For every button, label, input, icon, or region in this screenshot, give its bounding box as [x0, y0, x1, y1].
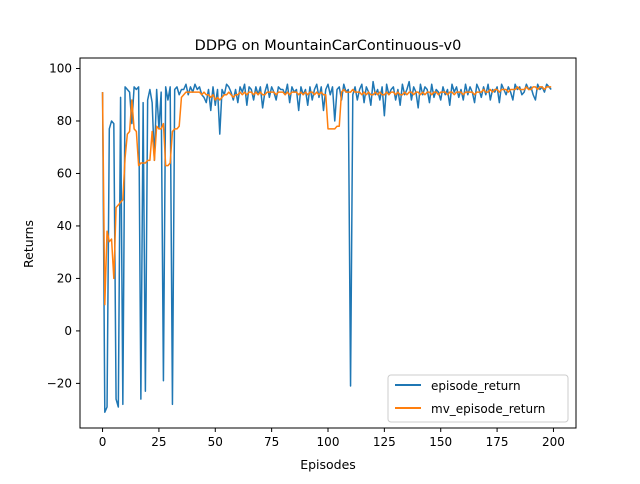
- chart-title: DDPG on MountainCarContinuous-v0: [195, 38, 462, 54]
- x-tick-label: 150: [429, 435, 452, 449]
- y-tick-label: 0: [64, 324, 72, 338]
- x-tick-label: 0: [99, 435, 107, 449]
- series-line-episode-return: [101, 80, 552, 414]
- y-tick-label: 100: [49, 61, 72, 75]
- legend-label-mv-episode-return: mv_episode_return: [431, 402, 545, 416]
- y-tick-label: −20: [47, 376, 72, 390]
- x-axis-label: Episodes: [300, 457, 356, 472]
- axis-ticks: 0 25 50 75 100 125 150 175 200 −20 0 20 40 60 80 100: [47, 61, 565, 449]
- y-axis-label: Returns: [21, 220, 36, 268]
- y-tick-label: 20: [57, 271, 72, 285]
- x-tick-label: 175: [486, 435, 509, 449]
- plot-frame: [79, 57, 577, 429]
- legend-box: [387, 374, 569, 423]
- y-tick-label: 60: [57, 166, 72, 180]
- x-tick-label: 200: [542, 435, 565, 449]
- x-tick-label: 75: [264, 435, 279, 449]
- x-tick-label: 50: [208, 435, 223, 449]
- y-tick-label: 40: [57, 219, 72, 233]
- x-tick-label: 100: [317, 435, 340, 449]
- series-group: [101, 80, 552, 414]
- x-tick-label: 25: [151, 435, 166, 449]
- legend: episode_return mv_episode_return: [387, 374, 569, 423]
- series-line-mv-episode-return: [101, 86, 552, 306]
- y-tick-label: 80: [57, 114, 72, 128]
- x-tick-label: 125: [373, 435, 396, 449]
- legend-label-episode-return: episode_return: [431, 379, 521, 393]
